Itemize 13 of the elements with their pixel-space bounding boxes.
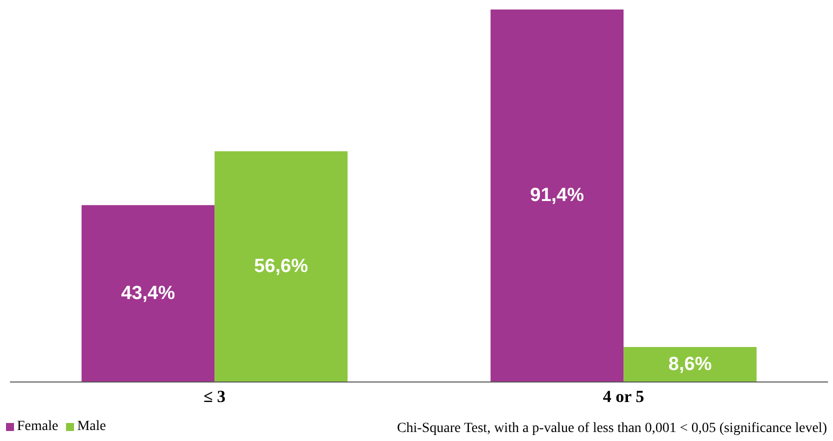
data-label: 8,6%	[668, 354, 712, 375]
bar	[624, 346, 757, 382]
legend-label: Female	[16, 419, 58, 435]
legend-label: Male	[76, 419, 106, 435]
bar	[214, 151, 348, 382]
bar	[490, 9, 624, 382]
x-tick-label: 4 or 5	[602, 387, 644, 406]
data-label: 91,4%	[530, 185, 584, 206]
text: Chi-Square Test, with a p-value of less than 0,001 < 0,05 (significance level)	[396, 421, 827, 437]
data-label: 56,6%	[254, 256, 308, 278]
bar	[82, 205, 215, 382]
data-label: 43,4%	[121, 283, 176, 304]
x-tick-label: ≤ 3	[203, 387, 226, 406]
